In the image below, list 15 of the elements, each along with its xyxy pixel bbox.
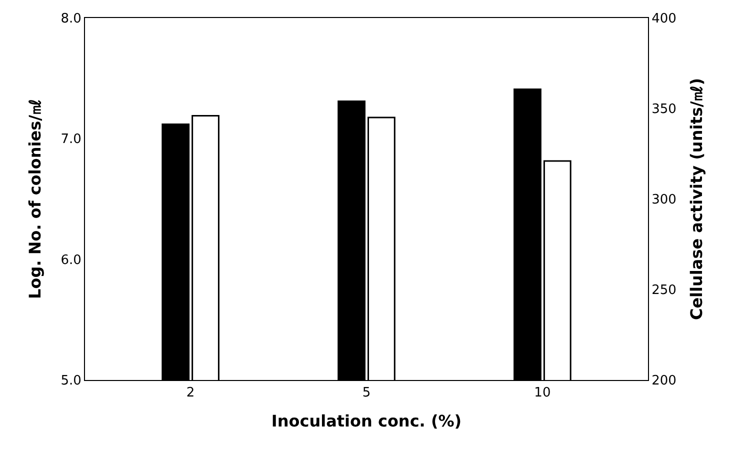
y-tick-label: 7.0 [60,132,82,148]
y-tick-label: 6.0 [60,252,82,268]
y-axis-title: Log. No. of colonies/㎖ [26,99,45,299]
y2-tick-label: 400 [652,12,676,27]
y2-tick-label: 250 [652,283,676,298]
y2-axis-title: Cellulase activity (units/㎖) [687,78,706,320]
y2-tick-label: 200 [652,374,676,389]
y2-tick-label: 300 [652,192,676,208]
x-tick-label: 2 [186,386,195,401]
x-tick-label: 10 [534,386,551,401]
x-axis-title: Inoculation conc. (%) [271,411,462,430]
y2-tick-label: 350 [652,102,676,118]
y-tick-label: 8.0 [60,12,82,27]
x-tick-label: 5 [362,386,371,401]
y-tick-label: 5.0 [60,374,82,389]
